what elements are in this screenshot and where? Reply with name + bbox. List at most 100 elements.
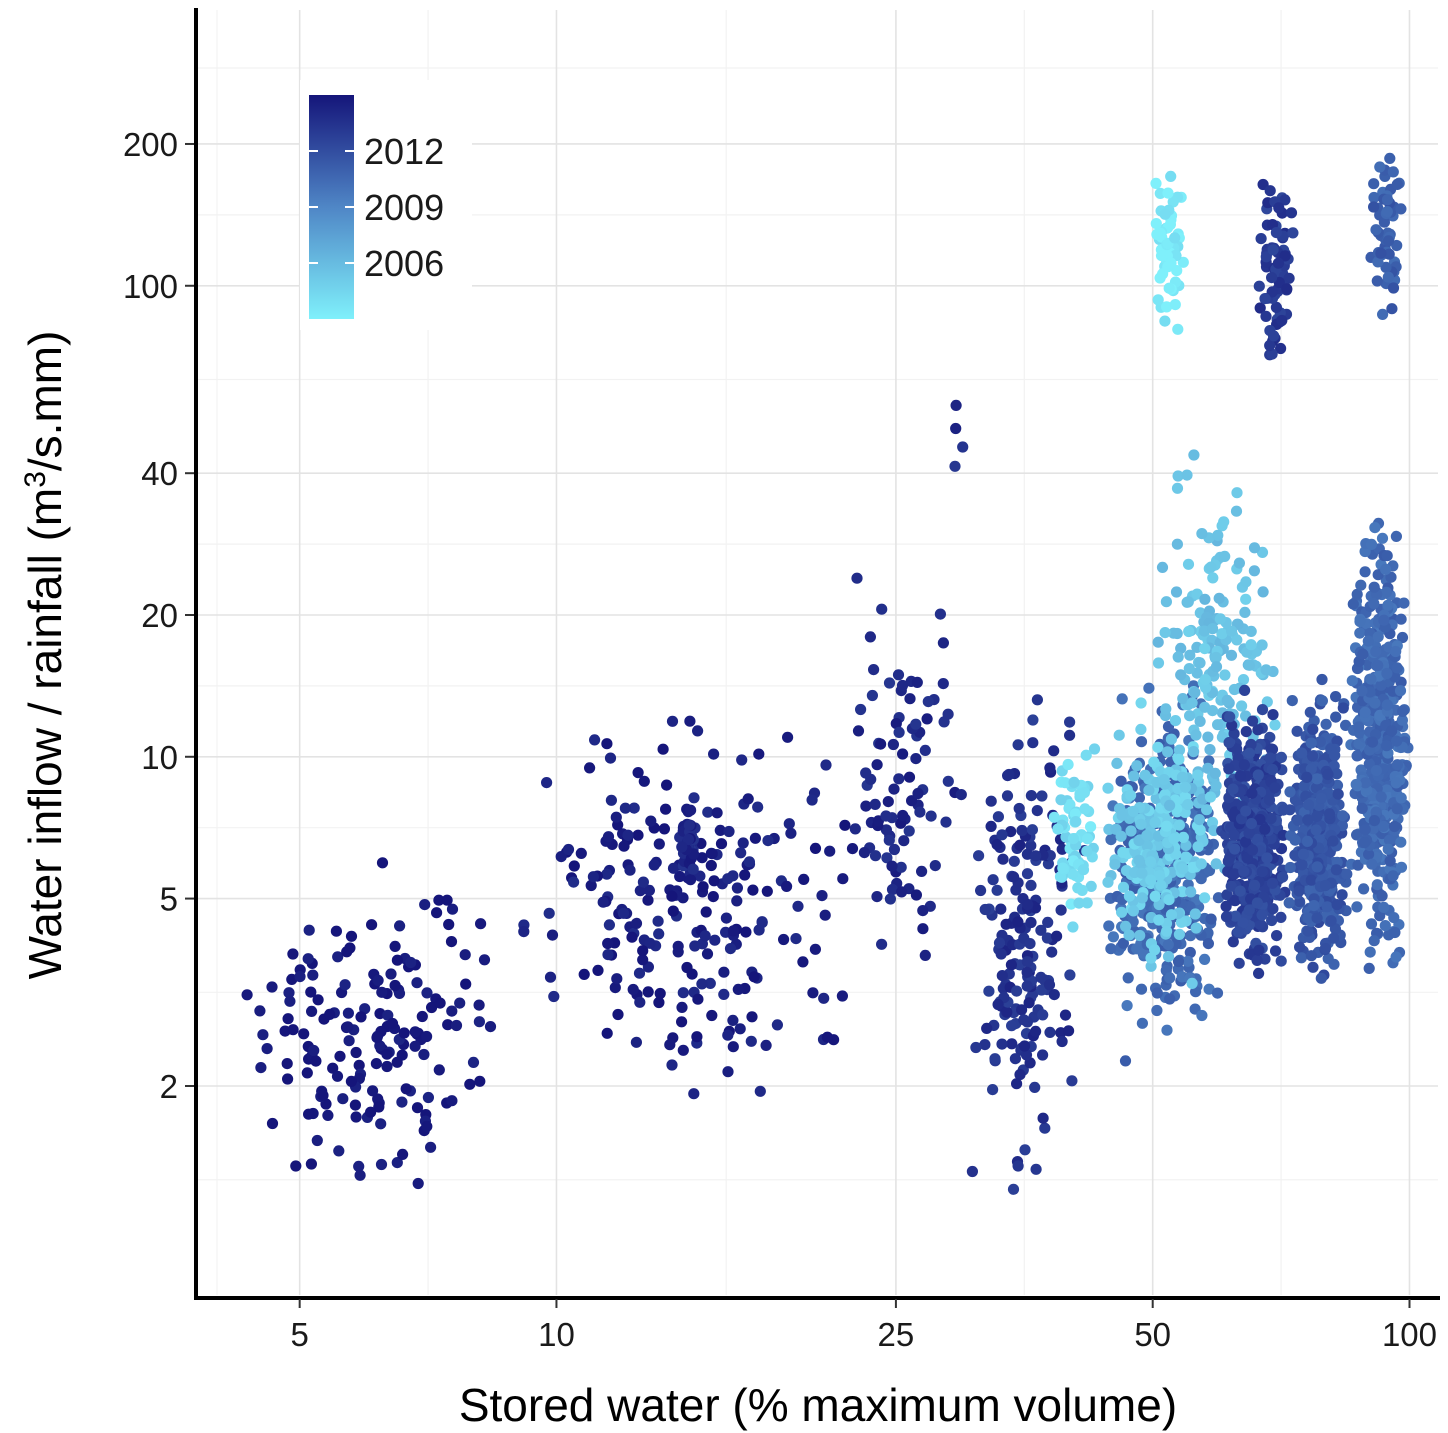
data-point [1307, 723, 1319, 736]
data-point [1159, 315, 1171, 327]
data-point [1196, 528, 1208, 540]
data-point [886, 860, 898, 872]
data-point [715, 838, 728, 850]
data-point [619, 802, 632, 814]
data-point [1057, 862, 1069, 874]
data-point [742, 793, 754, 805]
data-point [1152, 636, 1164, 648]
data-point [740, 926, 752, 938]
data-point [666, 890, 678, 902]
data-point [1297, 848, 1310, 860]
data-point [866, 689, 879, 702]
data-point [676, 841, 688, 853]
data-point [996, 829, 1008, 841]
data-point [1135, 697, 1147, 709]
data-point [446, 903, 459, 915]
data-point [996, 1038, 1008, 1050]
data-point [475, 918, 487, 930]
data-point [1223, 763, 1235, 775]
data-point [391, 1157, 403, 1169]
data-point [1169, 715, 1182, 727]
data-point [632, 767, 644, 779]
data-point [421, 1120, 433, 1132]
data-point [645, 815, 657, 827]
data-point [1386, 303, 1398, 315]
data-point [1365, 673, 1377, 685]
data-point [731, 882, 744, 894]
x-tick-label: 10 [538, 1316, 575, 1353]
data-point [450, 1019, 463, 1032]
data-point [875, 738, 887, 750]
data-point [1260, 664, 1272, 676]
data-point [985, 795, 997, 807]
data-point [824, 845, 836, 857]
colorbar-tick-label: 2012 [364, 131, 444, 172]
data-point [892, 669, 905, 681]
data-point [409, 1026, 421, 1038]
data-point [1192, 841, 1204, 853]
data-point [1396, 714, 1408, 726]
data-point [699, 930, 711, 942]
data-point [1082, 833, 1094, 845]
data-point [1151, 987, 1163, 999]
data-point [658, 823, 671, 835]
data-point [1186, 861, 1199, 874]
data-point [940, 816, 952, 828]
data-point [1279, 194, 1291, 206]
data-point [1368, 191, 1380, 204]
colorbar-tick-label: 2009 [364, 187, 444, 228]
y-tick-label: 2 [160, 1068, 178, 1105]
data-point [1059, 777, 1071, 789]
data-point [1229, 843, 1241, 855]
data-point [1365, 538, 1378, 551]
data-point [1239, 606, 1251, 619]
data-point [1354, 616, 1366, 628]
data-point [1368, 597, 1380, 610]
data-point [1240, 726, 1252, 738]
data-point [792, 900, 804, 912]
data-point [1372, 256, 1384, 268]
data-point [888, 783, 900, 795]
data-point [1016, 824, 1028, 837]
data-point [785, 827, 797, 839]
data-point [912, 787, 924, 800]
data-point [305, 986, 317, 998]
data-point [1030, 1163, 1042, 1175]
data-point [1102, 782, 1114, 794]
data-point [837, 873, 849, 885]
data-point [987, 874, 999, 886]
data-point [628, 802, 640, 814]
data-point [266, 981, 278, 993]
data-point [1366, 736, 1379, 748]
data-point [1377, 308, 1389, 320]
data-point [1371, 879, 1383, 891]
data-point [1233, 557, 1245, 569]
data-point [1156, 561, 1169, 574]
data-point [732, 983, 744, 996]
data-point [467, 1056, 480, 1068]
data-point [1259, 293, 1271, 305]
data-point [864, 631, 877, 643]
data-point [555, 851, 567, 863]
data-point [1080, 749, 1092, 761]
data-point [667, 905, 679, 917]
data-point [446, 1095, 458, 1107]
data-point [422, 1091, 434, 1104]
data-point [1254, 813, 1266, 826]
data-point [284, 995, 296, 1007]
data-point [735, 847, 747, 859]
data-point [1395, 861, 1408, 873]
data-point [1359, 706, 1371, 718]
data-point [997, 853, 1009, 865]
data-point [694, 870, 706, 882]
data-point [1176, 771, 1188, 783]
data-point [324, 1008, 336, 1021]
data-point [684, 874, 697, 886]
data-point [1370, 645, 1382, 658]
data-point [1380, 261, 1392, 273]
data-point [311, 1134, 323, 1147]
data-point [1247, 715, 1259, 727]
data-point [820, 759, 832, 771]
data-point [602, 831, 615, 843]
data-point [1255, 233, 1267, 245]
